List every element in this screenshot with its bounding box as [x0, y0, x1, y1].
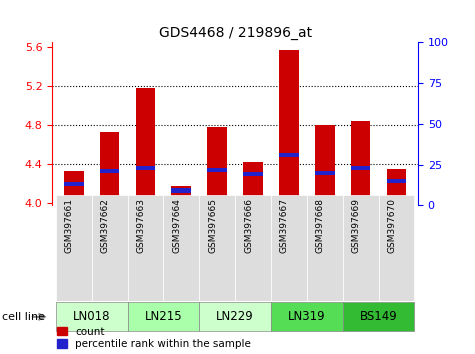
Bar — [64, 171, 84, 203]
FancyBboxPatch shape — [342, 302, 414, 331]
Text: cell line: cell line — [2, 312, 46, 322]
Bar — [207, 127, 227, 203]
Bar — [351, 166, 370, 170]
FancyBboxPatch shape — [342, 195, 379, 301]
FancyBboxPatch shape — [235, 195, 271, 301]
FancyBboxPatch shape — [200, 302, 271, 331]
Bar — [171, 186, 191, 203]
Text: GSM397665: GSM397665 — [208, 198, 217, 253]
Text: LN215: LN215 — [144, 310, 182, 323]
Bar — [136, 88, 155, 203]
Legend: count, percentile rank within the sample: count, percentile rank within the sample — [57, 327, 251, 349]
Text: GSM397662: GSM397662 — [101, 198, 110, 253]
Text: GSM397667: GSM397667 — [280, 198, 289, 253]
Bar — [315, 125, 334, 203]
Bar — [136, 166, 155, 170]
Bar — [100, 169, 120, 173]
Bar — [207, 167, 227, 172]
Text: GSM397661: GSM397661 — [65, 198, 74, 253]
Text: GSM397666: GSM397666 — [244, 198, 253, 253]
Bar — [351, 121, 370, 203]
Text: GSM397663: GSM397663 — [136, 198, 145, 253]
FancyBboxPatch shape — [307, 195, 342, 301]
FancyBboxPatch shape — [379, 195, 414, 301]
FancyBboxPatch shape — [92, 195, 128, 301]
Text: GSM397668: GSM397668 — [316, 198, 325, 253]
Text: LN319: LN319 — [288, 310, 326, 323]
Title: GDS4468 / 219896_at: GDS4468 / 219896_at — [159, 26, 312, 40]
FancyBboxPatch shape — [128, 195, 163, 301]
Bar — [279, 153, 299, 157]
Text: GSM397669: GSM397669 — [352, 198, 361, 253]
Bar — [100, 132, 120, 203]
Bar — [64, 182, 84, 186]
FancyBboxPatch shape — [163, 195, 200, 301]
FancyBboxPatch shape — [56, 195, 92, 301]
Text: BS149: BS149 — [360, 310, 398, 323]
Text: LN229: LN229 — [216, 310, 254, 323]
FancyBboxPatch shape — [271, 195, 307, 301]
Bar — [387, 179, 406, 183]
Text: GSM397670: GSM397670 — [388, 198, 397, 253]
Bar — [171, 188, 191, 193]
Text: LN018: LN018 — [73, 310, 111, 323]
Bar — [243, 172, 263, 176]
FancyBboxPatch shape — [128, 302, 200, 331]
FancyBboxPatch shape — [271, 302, 342, 331]
FancyBboxPatch shape — [200, 195, 235, 301]
Bar — [387, 169, 406, 203]
Text: GSM397664: GSM397664 — [172, 198, 181, 253]
Bar — [315, 171, 334, 175]
Bar — [243, 162, 263, 203]
Bar — [279, 50, 299, 203]
FancyBboxPatch shape — [56, 302, 128, 331]
